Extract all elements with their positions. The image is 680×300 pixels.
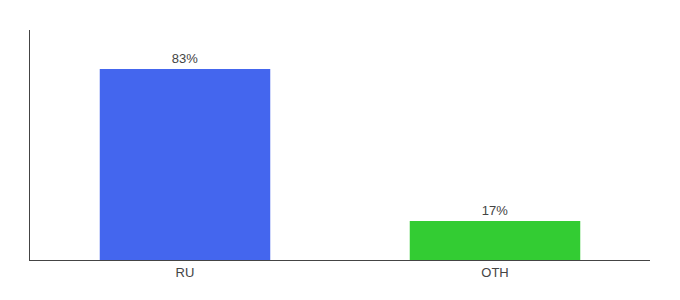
svg-text:17%: 17% bbox=[482, 203, 508, 218]
svg-text:RU: RU bbox=[176, 265, 195, 280]
svg-text:83%: 83% bbox=[172, 51, 198, 66]
svg-text:OTH: OTH bbox=[481, 265, 508, 280]
